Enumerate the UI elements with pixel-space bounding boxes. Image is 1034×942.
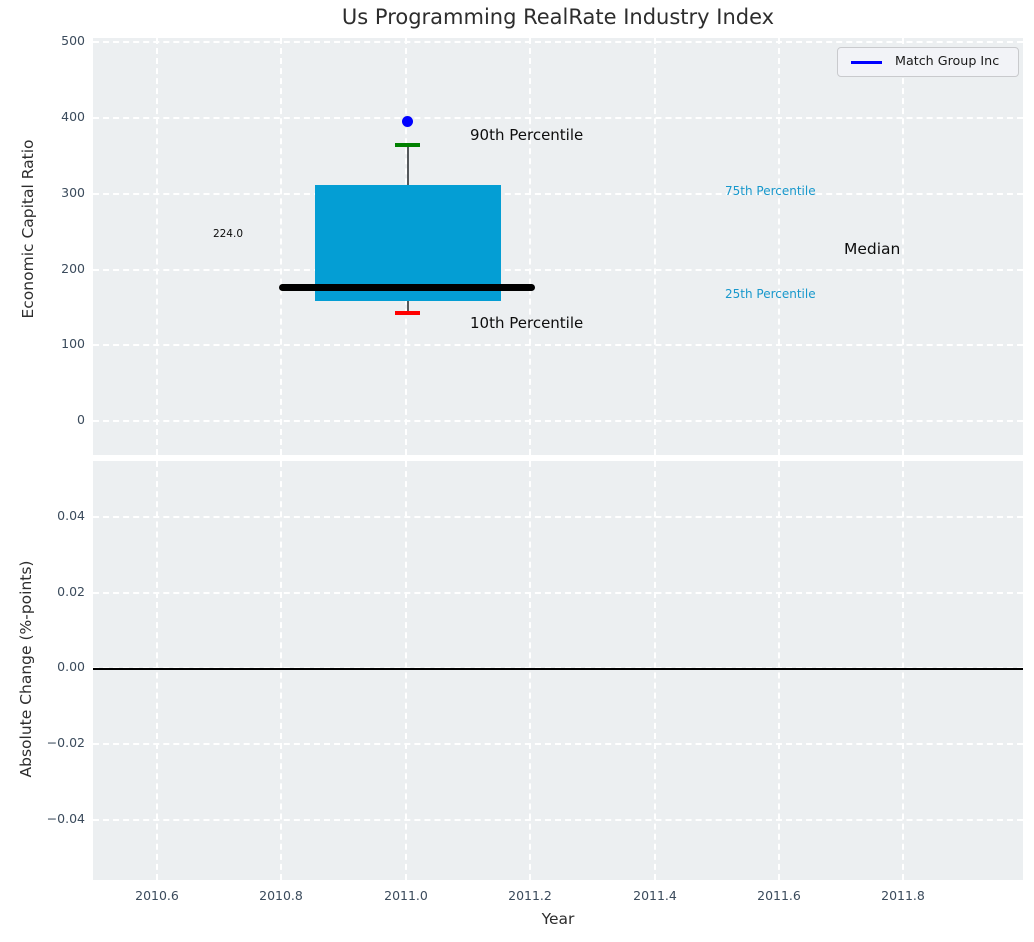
p90-label: 90th Percentile <box>470 126 584 144</box>
gridline <box>156 461 158 880</box>
median-value-label: 224.0 <box>212 228 243 240</box>
gridline <box>902 461 904 880</box>
gridline <box>902 38 904 455</box>
gridline <box>778 38 780 455</box>
legend-line-sample <box>851 61 882 64</box>
xtick: 2011.8 <box>881 888 925 903</box>
gridline <box>529 38 531 455</box>
ytick-top: 200 <box>61 261 85 276</box>
gridline <box>156 38 158 455</box>
xtick: 2011.2 <box>508 888 552 903</box>
gridline <box>405 461 407 880</box>
gridline <box>529 461 531 880</box>
x-axis-label: Year <box>541 910 575 928</box>
ytick-bottom: −0.04 <box>46 811 85 826</box>
gridline <box>654 461 656 880</box>
ytick-bottom: 0.04 <box>57 508 85 523</box>
gridline <box>93 117 1023 119</box>
ytick-bottom: 0.00 <box>57 659 85 674</box>
top-subplot: 90th Percentile 10th Percentile 75th Per… <box>93 38 1023 455</box>
legend: Match Group Inc <box>837 47 1019 77</box>
xtick: 2010.6 <box>135 888 179 903</box>
company-data-point <box>402 116 413 127</box>
ytick-top: 300 <box>61 185 85 200</box>
gridline <box>93 41 1023 43</box>
ytick-top: 100 <box>61 336 85 351</box>
boxplot-90th-cap <box>395 143 420 147</box>
gridline <box>93 516 1023 518</box>
gridline <box>280 461 282 880</box>
ytick-top: 500 <box>61 33 85 48</box>
boxplot-10th-cap <box>395 311 420 315</box>
ytick-top: 400 <box>61 109 85 124</box>
p10-label: 10th Percentile <box>470 314 584 332</box>
gridline <box>93 420 1023 422</box>
gridline <box>280 38 282 455</box>
gridline <box>93 743 1023 745</box>
gridline <box>93 592 1023 594</box>
xtick: 2011.4 <box>633 888 677 903</box>
legend-label: Match Group Inc <box>895 53 1000 68</box>
boxplot-box <box>315 185 501 301</box>
p25-label: 25th Percentile <box>725 287 816 301</box>
bottom-y-axis-label: Absolute Change (%-points) <box>17 560 35 778</box>
chart-title: Us Programming RealRate Industry Index <box>341 5 775 29</box>
top-y-axis-label: Economic Capital Ratio <box>19 139 37 319</box>
median-label: Median <box>844 240 901 258</box>
ytick-bottom: −0.02 <box>46 735 85 750</box>
xtick: 2011.0 <box>384 888 428 903</box>
xtick: 2011.6 <box>757 888 801 903</box>
gridline <box>93 344 1023 346</box>
ytick-top: 0 <box>77 412 85 427</box>
gridline <box>654 38 656 455</box>
gridline <box>778 461 780 880</box>
gridline <box>93 269 1023 271</box>
p75-label: 75th Percentile <box>725 184 816 198</box>
bottom-subplot <box>93 461 1023 880</box>
gridline <box>93 193 1023 195</box>
xtick: 2010.8 <box>259 888 303 903</box>
ytick-bottom: 0.02 <box>57 584 85 599</box>
boxplot-median-line <box>279 284 535 291</box>
gridline <box>93 819 1023 821</box>
zero-reference-line <box>93 668 1023 670</box>
